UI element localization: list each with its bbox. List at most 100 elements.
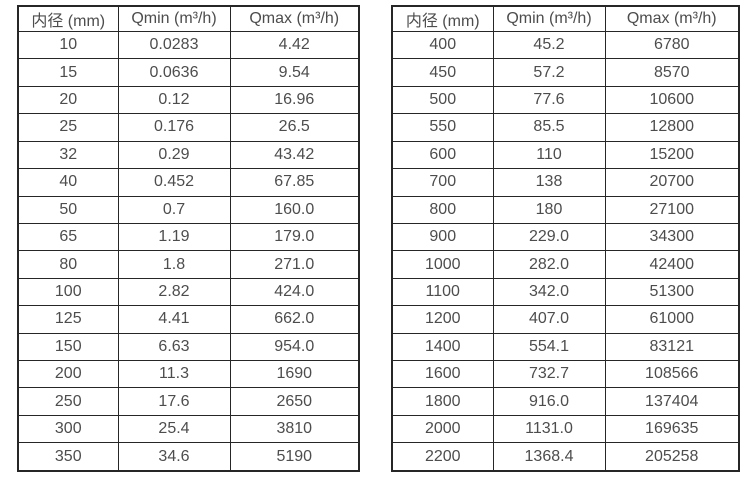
table-row: 250 17.6 2650 xyxy=(17,387,360,416)
cell-diameter: 250 xyxy=(17,387,119,416)
cell-qmax: 51300 xyxy=(604,277,740,307)
cell-qmax: 9.54 xyxy=(229,58,360,87)
table-row: 1400 554.1 83121 xyxy=(391,332,740,362)
cell-qmax: 6780 xyxy=(604,30,740,60)
cell-qmin: 85.5 xyxy=(492,113,606,142)
table-row: 300 25.4 3810 xyxy=(17,414,360,444)
cell-qmax: 34300 xyxy=(604,222,740,252)
cell-qmin: 229.0 xyxy=(492,222,606,252)
cell-qmin: 110 xyxy=(492,140,606,170)
cell-diameter: 2200 xyxy=(391,442,494,472)
cell-diameter: 1800 xyxy=(391,387,494,416)
cell-diameter: 100 xyxy=(17,277,119,307)
header-qmax: Qmax (m³/h) xyxy=(229,5,360,32)
table-row: 125 4.41 662.0 xyxy=(17,305,360,334)
cell-qmin: 916.0 xyxy=(492,387,606,416)
cell-qmin: 732.7 xyxy=(492,360,606,389)
cell-qmax: 2650 xyxy=(229,387,360,416)
table-row: 800 180 27100 xyxy=(391,195,740,224)
cell-qmax: 15200 xyxy=(604,140,740,170)
cell-qmin: 34.6 xyxy=(117,442,231,472)
table-row: 700 138 20700 xyxy=(391,168,740,197)
cell-diameter: 600 xyxy=(391,140,494,170)
cell-diameter: 80 xyxy=(17,250,119,279)
cell-qmax: 26.5 xyxy=(229,113,360,142)
cell-qmax: 179.0 xyxy=(229,222,360,252)
table-row: 150 6.63 954.0 xyxy=(17,332,360,362)
table-row: 32 0.29 43.42 xyxy=(17,140,360,170)
cell-qmax: 61000 xyxy=(604,305,740,334)
table-row: 1000 282.0 42400 xyxy=(391,250,740,279)
cell-diameter: 32 xyxy=(17,140,119,170)
cell-qmin: 1368.4 xyxy=(492,442,606,472)
header-qmin: Qmin (m³/h) xyxy=(117,5,231,32)
cell-diameter: 1100 xyxy=(391,277,494,307)
cell-diameter: 500 xyxy=(391,85,494,115)
cell-diameter: 20 xyxy=(17,85,119,115)
cell-diameter: 25 xyxy=(17,113,119,142)
cell-qmin: 0.12 xyxy=(117,85,231,115)
cell-qmin: 11.3 xyxy=(117,360,231,389)
flow-spec-table-large-diameters: 内径 (mm) Qmin (m³/h) Qmax (m³/h) 400 45.2 6… xyxy=(391,5,740,472)
cell-qmax: 27100 xyxy=(604,195,740,224)
cell-diameter: 50 xyxy=(17,195,119,224)
cell-diameter: 350 xyxy=(17,442,119,472)
cell-qmin: 1.19 xyxy=(117,222,231,252)
cell-diameter: 900 xyxy=(391,222,494,252)
table-row: 80 1.8 271.0 xyxy=(17,250,360,279)
cell-diameter: 65 xyxy=(17,222,119,252)
cell-diameter: 150 xyxy=(17,332,119,362)
cell-qmin: 2.82 xyxy=(117,277,231,307)
cell-qmin: 138 xyxy=(492,168,606,197)
table-row: 1100 342.0 51300 xyxy=(391,277,740,307)
header-qmin: Qmin (m³/h) xyxy=(492,5,606,32)
cell-qmax: 108566 xyxy=(604,360,740,389)
table-row: 2200 1368.4 205258 xyxy=(391,442,740,472)
table-row: 550 85.5 12800 xyxy=(391,113,740,142)
cell-qmin: 4.41 xyxy=(117,305,231,334)
cell-qmin: 1131.0 xyxy=(492,414,606,444)
cell-qmax: 12800 xyxy=(604,113,740,142)
table-row: 2000 1131.0 169635 xyxy=(391,414,740,444)
header-qmax: Qmax (m³/h) xyxy=(604,5,740,32)
cell-diameter: 2000 xyxy=(391,414,494,444)
cell-qmin: 342.0 xyxy=(492,277,606,307)
cell-qmax: 20700 xyxy=(604,168,740,197)
cell-qmin: 0.0283 xyxy=(117,30,231,60)
cell-diameter: 15 xyxy=(17,58,119,87)
cell-diameter: 800 xyxy=(391,195,494,224)
table-row: 25 0.176 26.5 xyxy=(17,113,360,142)
cell-qmax: 954.0 xyxy=(229,332,360,362)
header-row: 内径 (mm) Qmin (m³/h) Qmax (m³/h) xyxy=(391,5,740,32)
table-row: 1200 407.0 61000 xyxy=(391,305,740,334)
cell-qmin: 57.2 xyxy=(492,58,606,87)
cell-qmax: 5190 xyxy=(229,442,360,472)
cell-qmin: 554.1 xyxy=(492,332,606,362)
cell-qmax: 662.0 xyxy=(229,305,360,334)
table-row: 20 0.12 16.96 xyxy=(17,85,360,115)
table-row: 400 45.2 6780 xyxy=(391,30,740,60)
cell-qmax: 271.0 xyxy=(229,250,360,279)
table-row: 15 0.0636 9.54 xyxy=(17,58,360,87)
cell-diameter: 125 xyxy=(17,305,119,334)
cell-qmin: 0.0636 xyxy=(117,58,231,87)
table-row: 600 110 15200 xyxy=(391,140,740,170)
cell-qmax: 8570 xyxy=(604,58,740,87)
cell-diameter: 550 xyxy=(391,113,494,142)
cell-qmin: 282.0 xyxy=(492,250,606,279)
table-row: 100 2.82 424.0 xyxy=(17,277,360,307)
cell-qmax: 205258 xyxy=(604,442,740,472)
cell-diameter: 1000 xyxy=(391,250,494,279)
cell-qmax: 169635 xyxy=(604,414,740,444)
cell-qmin: 0.452 xyxy=(117,168,231,197)
table-row: 500 77.6 10600 xyxy=(391,85,740,115)
table-row: 450 57.2 8570 xyxy=(391,58,740,87)
cell-diameter: 700 xyxy=(391,168,494,197)
table-row: 65 1.19 179.0 xyxy=(17,222,360,252)
cell-qmin: 180 xyxy=(492,195,606,224)
table-row: 900 229.0 34300 xyxy=(391,222,740,252)
cell-diameter: 400 xyxy=(391,30,494,60)
cell-qmin: 6.63 xyxy=(117,332,231,362)
cell-qmax: 42400 xyxy=(604,250,740,279)
